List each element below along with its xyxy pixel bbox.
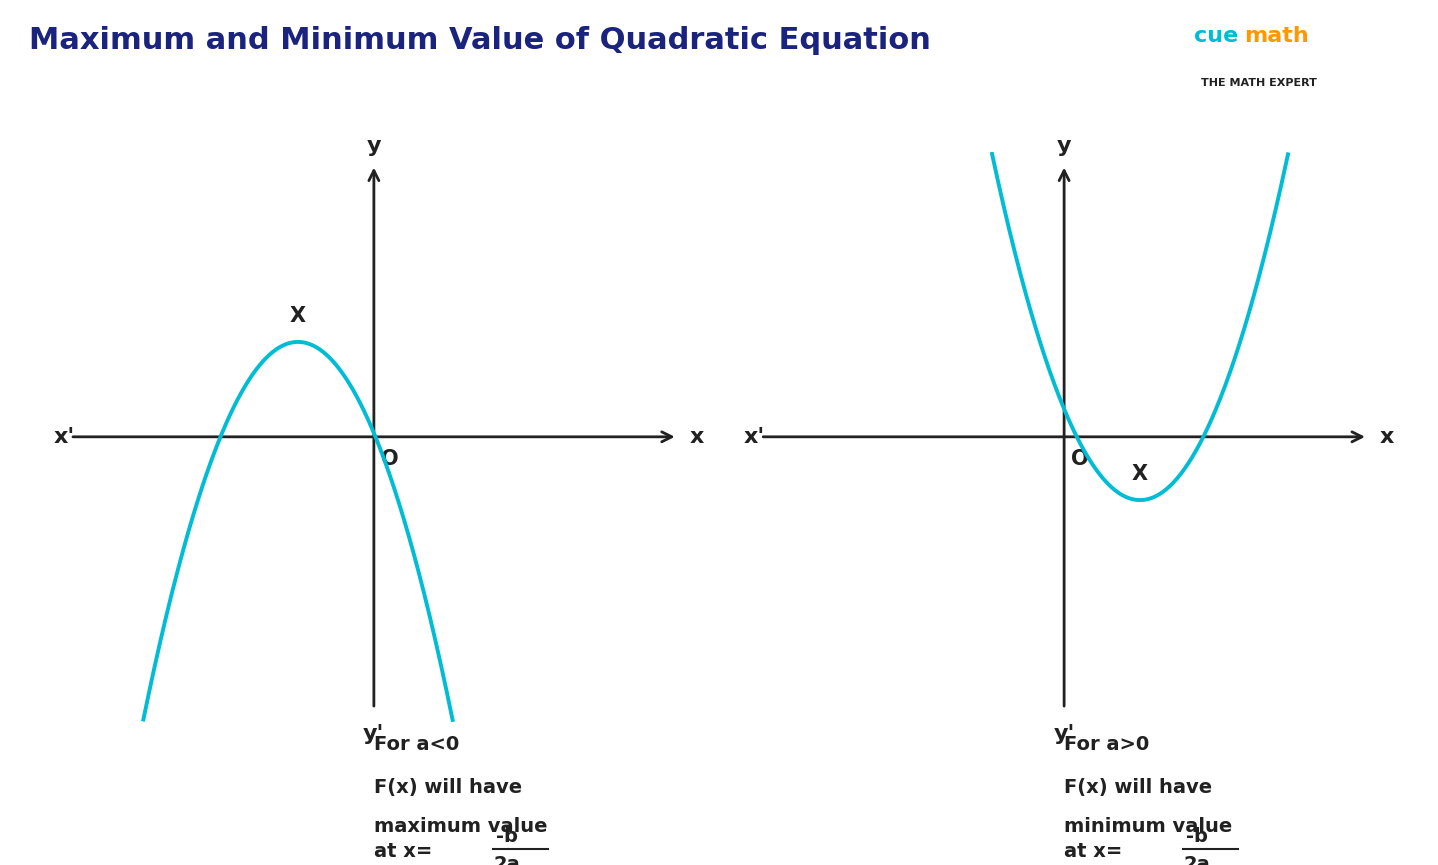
Text: x': x'	[743, 426, 765, 447]
Text: y: y	[1057, 136, 1071, 156]
Text: math: math	[1244, 26, 1309, 46]
Text: at x=: at x=	[374, 842, 439, 861]
Text: x': x'	[53, 426, 75, 447]
Text: y: y	[367, 136, 381, 156]
Text: For a<0: For a<0	[374, 735, 459, 754]
Text: y': y'	[364, 724, 384, 744]
Text: X: X	[290, 306, 306, 326]
Text: O: O	[381, 449, 398, 469]
Text: -b: -b	[1186, 827, 1208, 846]
Text: x: x	[1379, 426, 1393, 447]
Text: F(x) will have: F(x) will have	[374, 778, 522, 798]
Text: maximum value: maximum value	[374, 817, 548, 836]
Text: THE MATH EXPERT: THE MATH EXPERT	[1201, 78, 1317, 88]
Text: F(x) will have: F(x) will have	[1064, 778, 1212, 798]
Text: minimum value: minimum value	[1064, 817, 1232, 836]
Text: For a>0: For a>0	[1064, 735, 1149, 754]
Text: Maximum and Minimum Value of Quadratic Equation: Maximum and Minimum Value of Quadratic E…	[29, 26, 930, 55]
Text: y': y'	[1054, 724, 1074, 744]
Text: -b: -b	[496, 827, 518, 846]
Text: X: X	[1132, 465, 1148, 484]
Text: x: x	[689, 426, 703, 447]
Text: at x=: at x=	[1064, 842, 1129, 861]
Text: cue: cue	[1194, 26, 1238, 46]
Text: 2a: 2a	[1183, 855, 1211, 865]
Text: O: O	[1071, 449, 1089, 469]
Text: 2a: 2a	[493, 855, 521, 865]
